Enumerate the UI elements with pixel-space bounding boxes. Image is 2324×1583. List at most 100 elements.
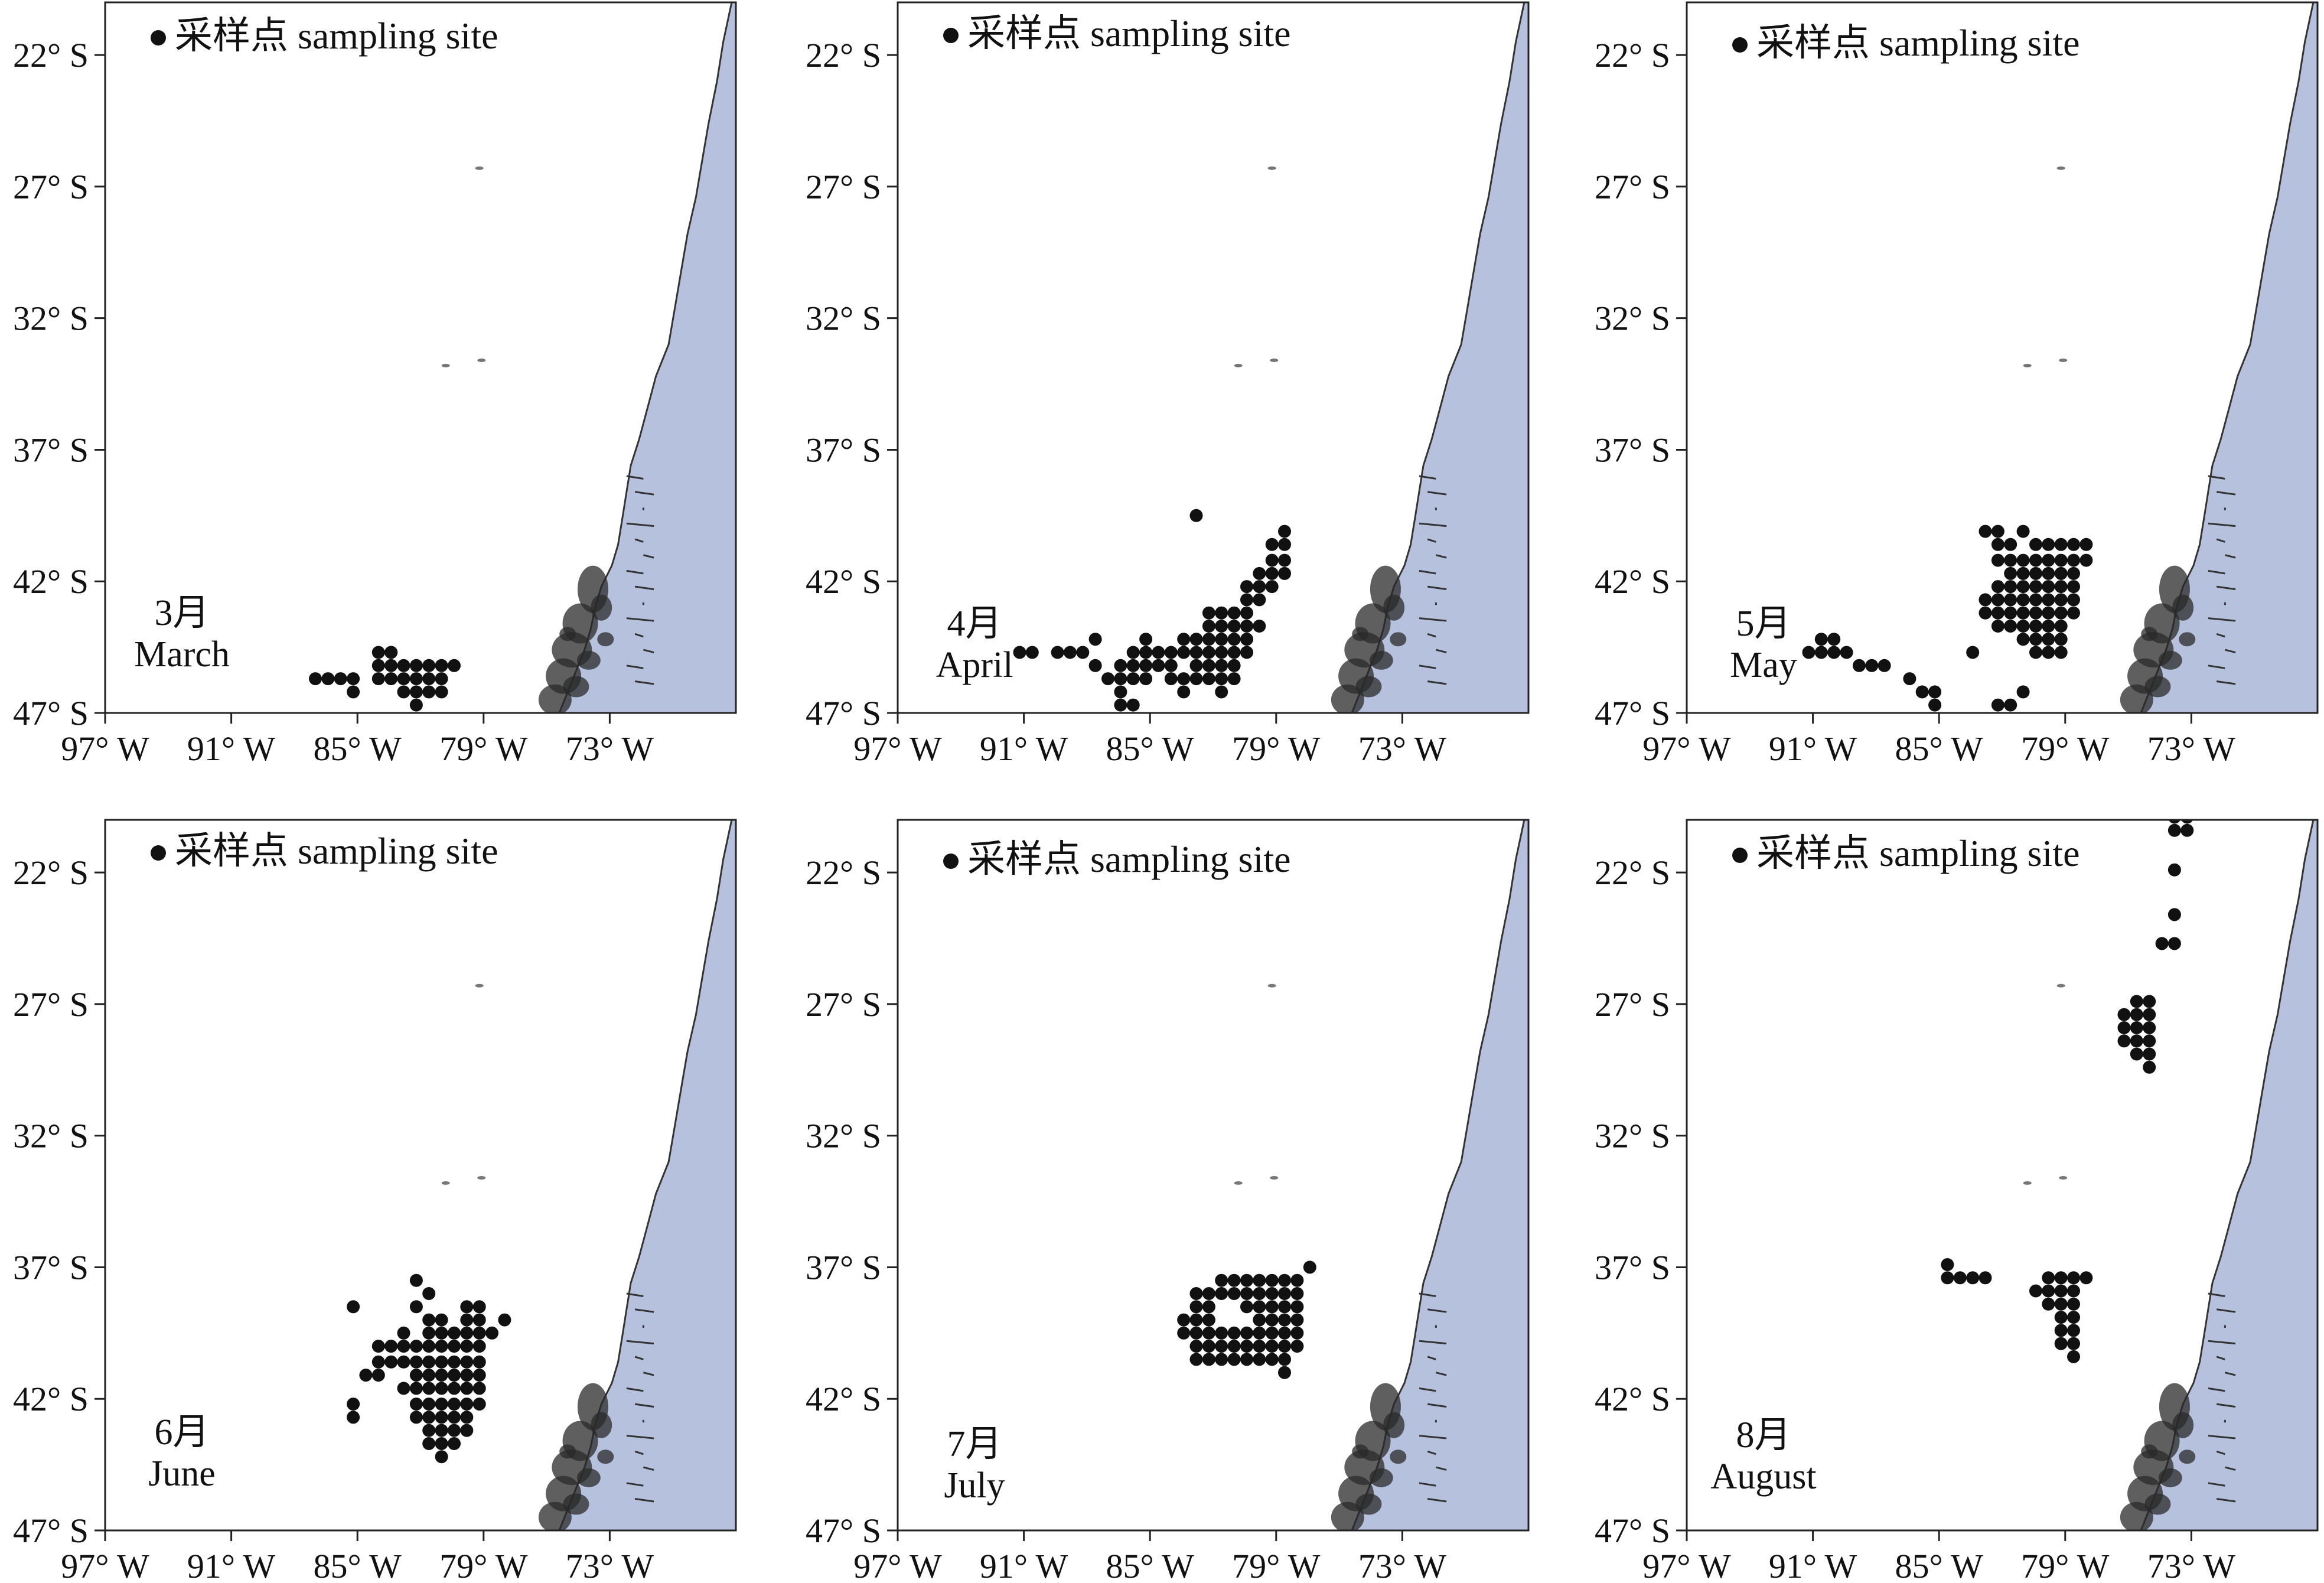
lat-tick-label: 32° S: [806, 1117, 881, 1155]
sampling-point: [422, 1326, 436, 1340]
sampling-point: [2042, 580, 2055, 594]
sampling-point: [1253, 1353, 1266, 1366]
sampling-point: [1253, 1273, 1266, 1287]
sampling-point: [397, 1326, 410, 1340]
offshore-island: [2023, 1181, 2032, 1185]
sampling-point: [448, 1340, 461, 1353]
sampling-point: [2016, 633, 2030, 646]
sampling-point: [2143, 1034, 2156, 1048]
sampling-point: [435, 1326, 448, 1340]
sampling-point: [1814, 633, 1828, 646]
sampling-point: [1126, 672, 1140, 686]
sampling-point: [1227, 633, 1241, 646]
lat-tick-label: 32° S: [1595, 1117, 1670, 1155]
sampling-point: [1865, 659, 1879, 672]
sampling-point: [1240, 1300, 1253, 1314]
sampling-point: [1215, 685, 1228, 699]
sampling-point: [1265, 566, 1279, 580]
sampling-point: [1189, 633, 1203, 646]
sampling-point: [321, 672, 335, 686]
lat-tick-label: 27° S: [13, 168, 89, 206]
sampling-point: [409, 1369, 423, 1382]
sampling-point: [371, 1355, 385, 1369]
legend-marker-icon: [1732, 848, 1748, 863]
sampling-point: [1189, 1300, 1203, 1314]
sampling-point: [1215, 1287, 1228, 1300]
lat-tick-label: 32° S: [13, 299, 89, 338]
sampling-point: [1227, 1353, 1241, 1366]
sampling-point: [2143, 1008, 2156, 1021]
sampling-point: [472, 1326, 486, 1340]
lat-tick-label: 37° S: [1595, 1248, 1670, 1286]
sampling-point: [2117, 1008, 2131, 1021]
lat-tick-label: 47° S: [806, 1512, 881, 1550]
sampling-point: [1177, 1326, 1191, 1340]
sampling-point: [2143, 1047, 2156, 1061]
sampling-point: [1240, 1273, 1253, 1287]
sampling-point: [1189, 659, 1203, 672]
sampling-point: [435, 1340, 448, 1353]
sampling-point: [1278, 1366, 1291, 1379]
sampling-point: [1164, 672, 1178, 686]
sampling-point: [1253, 580, 1266, 594]
sampling-point: [422, 1313, 436, 1327]
sampling-point: [1101, 672, 1114, 686]
sampling-point: [422, 1411, 436, 1424]
sampling-point: [1240, 1353, 1253, 1366]
sampling-point: [2029, 633, 2042, 646]
legend-marker-icon: [151, 30, 166, 45]
lon-tick-label: 97° W: [61, 729, 149, 768]
lat-tick-label: 22° S: [806, 36, 881, 74]
sampling-point: [2054, 620, 2068, 633]
sampling-point: [409, 672, 423, 686]
lat-tick-label: 42° S: [1595, 1380, 1670, 1418]
sampling-point: [1991, 553, 2004, 567]
sampling-point: [1278, 553, 1291, 567]
sampling-point: [2004, 566, 2017, 580]
sampling-point: [2067, 1284, 2080, 1298]
sampling-point: [1189, 1326, 1203, 1340]
sampling-point: [422, 1287, 436, 1300]
sampling-point: [460, 1411, 474, 1424]
sampling-point: [460, 1369, 474, 1382]
lon-tick-label: 73° W: [566, 1547, 654, 1583]
sampling-point: [1278, 1273, 1291, 1287]
sampling-point: [1189, 1353, 1203, 1366]
sampling-point: [472, 1382, 486, 1395]
sampling-point: [309, 672, 322, 686]
lat-tick-label: 27° S: [806, 985, 881, 1024]
month-label-en: July: [944, 1465, 1005, 1506]
sampling-point: [2168, 820, 2180, 824]
sampling-point: [2130, 1021, 2143, 1034]
sampling-point: [448, 1424, 461, 1437]
sampling-point: [1979, 606, 1992, 620]
sampling-point: [1265, 553, 1279, 567]
sampling-point: [2029, 538, 2042, 551]
sampling-point: [2180, 823, 2194, 837]
sampling-point: [1139, 633, 1153, 646]
sampling-point: [485, 1326, 498, 1340]
lat-tick-label: 42° S: [806, 1380, 881, 1418]
sampling-point: [1253, 566, 1266, 580]
sampling-point: [422, 672, 436, 686]
sampling-point: [1215, 606, 1228, 620]
month-label-zh: 8月: [1736, 1415, 1791, 1455]
southern-chile-islands: [1331, 475, 1447, 713]
sampling-point: [472, 1340, 486, 1353]
sampling-point: [1979, 525, 1992, 538]
sampling-point: [2054, 593, 2068, 607]
sampling-point: [1290, 1300, 1304, 1314]
sampling-point: [2079, 538, 2093, 551]
sampling-points: [309, 646, 461, 712]
sampling-point: [2067, 566, 2080, 580]
sampling-point: [435, 1398, 448, 1411]
sampling-point: [460, 1313, 474, 1327]
map-panel-may: 22° S 27° S 32° S 37° S 42° S 47° S97° W 91° W…: [1595, 1, 2319, 768]
sampling-point: [2117, 1034, 2131, 1048]
sampling-point: [422, 1398, 436, 1411]
sampling-point: [472, 1398, 486, 1411]
sampling-point: [422, 1355, 436, 1369]
sampling-point: [1979, 593, 1992, 607]
